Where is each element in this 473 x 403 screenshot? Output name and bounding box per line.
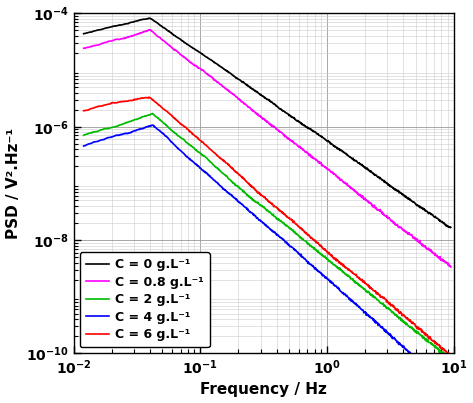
C = 6 g.L⁻¹ xyxy=(146,95,151,100)
C = 6 g.L⁻¹ xyxy=(448,354,454,359)
C = 2 g.L⁻¹ xyxy=(448,357,454,362)
C = 0.8 g.L⁻¹ xyxy=(230,91,236,96)
C = 2 g.L⁻¹ xyxy=(333,264,339,269)
C = 4 g.L⁻¹ xyxy=(243,205,249,210)
C = 6 g.L⁻¹ xyxy=(374,291,380,296)
C = 0.8 g.L⁻¹ xyxy=(118,36,124,41)
Line: C = 4 g.L⁻¹: C = 4 g.L⁻¹ xyxy=(84,125,451,388)
C = 0 g.L⁻¹ xyxy=(81,31,87,36)
C = 4 g.L⁻¹ xyxy=(448,385,454,390)
C = 0 g.L⁻¹ xyxy=(368,168,373,173)
C = 6 g.L⁻¹ xyxy=(368,285,373,290)
C = 2 g.L⁻¹ xyxy=(374,297,380,302)
C = 6 g.L⁻¹ xyxy=(118,100,124,104)
C = 4 g.L⁻¹ xyxy=(368,315,373,320)
C = 0 g.L⁻¹ xyxy=(243,82,249,87)
Line: C = 2 g.L⁻¹: C = 2 g.L⁻¹ xyxy=(84,114,451,360)
C = 4 g.L⁻¹ xyxy=(118,132,124,137)
C = 4 g.L⁻¹ xyxy=(230,194,236,199)
C = 6 g.L⁻¹ xyxy=(333,258,339,263)
C = 0.8 g.L⁻¹ xyxy=(146,27,152,32)
C = 0 g.L⁻¹ xyxy=(333,145,339,150)
C = 0 g.L⁻¹ xyxy=(374,174,380,179)
C = 2 g.L⁻¹ xyxy=(81,133,87,138)
C = 0 g.L⁻¹ xyxy=(447,225,453,230)
Line: C = 0 g.L⁻¹: C = 0 g.L⁻¹ xyxy=(84,18,451,228)
C = 2 g.L⁻¹ xyxy=(118,122,124,127)
Legend: C = 0 g.L⁻¹, C = 0.8 g.L⁻¹, C = 2 g.L⁻¹, C = 4 g.L⁻¹, C = 6 g.L⁻¹: C = 0 g.L⁻¹, C = 0.8 g.L⁻¹, C = 2 g.L⁻¹,… xyxy=(80,252,210,347)
C = 0.8 g.L⁻¹ xyxy=(81,46,87,51)
Y-axis label: PSD / V².Hz⁻¹: PSD / V².Hz⁻¹ xyxy=(6,128,20,239)
C = 0 g.L⁻¹ xyxy=(448,225,454,230)
X-axis label: Frequency / Hz: Frequency / Hz xyxy=(200,382,327,397)
C = 0.8 g.L⁻¹ xyxy=(448,264,454,269)
C = 6 g.L⁻¹ xyxy=(230,166,236,170)
C = 0.8 g.L⁻¹ xyxy=(374,208,380,212)
Line: C = 0.8 g.L⁻¹: C = 0.8 g.L⁻¹ xyxy=(84,30,451,267)
C = 4 g.L⁻¹ xyxy=(447,386,453,391)
C = 4 g.L⁻¹ xyxy=(333,284,339,289)
C = 0 g.L⁻¹ xyxy=(147,16,152,21)
C = 2 g.L⁻¹ xyxy=(368,291,373,296)
C = 2 g.L⁻¹ xyxy=(230,180,236,185)
C = 4 g.L⁻¹ xyxy=(149,123,155,127)
Line: C = 6 g.L⁻¹: C = 6 g.L⁻¹ xyxy=(84,97,451,356)
C = 2 g.L⁻¹ xyxy=(149,111,155,116)
C = 6 g.L⁻¹ xyxy=(81,108,87,113)
C = 6 g.L⁻¹ xyxy=(243,178,249,183)
C = 0.8 g.L⁻¹ xyxy=(368,200,373,205)
C = 0.8 g.L⁻¹ xyxy=(243,102,249,107)
C = 4 g.L⁻¹ xyxy=(81,143,87,148)
C = 0.8 g.L⁻¹ xyxy=(333,174,339,179)
C = 0 g.L⁻¹ xyxy=(230,73,236,77)
C = 4 g.L⁻¹ xyxy=(374,320,380,325)
C = 2 g.L⁻¹ xyxy=(243,191,249,196)
C = 0 g.L⁻¹ xyxy=(118,23,124,27)
